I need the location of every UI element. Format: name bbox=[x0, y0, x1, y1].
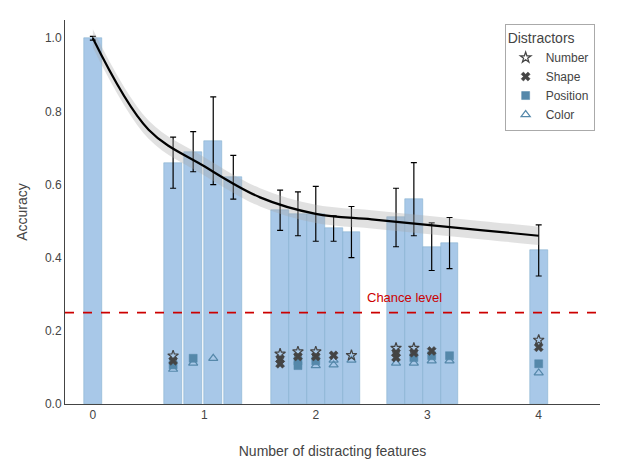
svg-text:0.2: 0.2 bbox=[45, 324, 62, 338]
svg-text:3: 3 bbox=[424, 408, 431, 422]
svg-text:Position: Position bbox=[546, 89, 589, 103]
svg-text:1.0: 1.0 bbox=[45, 31, 62, 45]
svg-text:Number: Number bbox=[546, 51, 589, 65]
svg-text:0.4: 0.4 bbox=[45, 251, 62, 265]
svg-text:0.8: 0.8 bbox=[45, 105, 62, 119]
svg-text:Shape: Shape bbox=[546, 70, 581, 84]
svg-text:Chance level: Chance level bbox=[367, 290, 442, 305]
svg-text:Color: Color bbox=[546, 108, 575, 122]
svg-text:2: 2 bbox=[312, 408, 319, 422]
svg-text:4: 4 bbox=[535, 408, 542, 422]
svg-text:0: 0 bbox=[90, 408, 97, 422]
svg-text:1: 1 bbox=[201, 408, 208, 422]
svg-text:Accuracy: Accuracy bbox=[14, 183, 30, 241]
svg-text:0.0: 0.0 bbox=[45, 397, 62, 411]
svg-text:Number of distracting features: Number of distracting features bbox=[239, 443, 427, 459]
svg-text:Distractors: Distractors bbox=[508, 30, 575, 46]
svg-text:0.6: 0.6 bbox=[45, 178, 62, 192]
